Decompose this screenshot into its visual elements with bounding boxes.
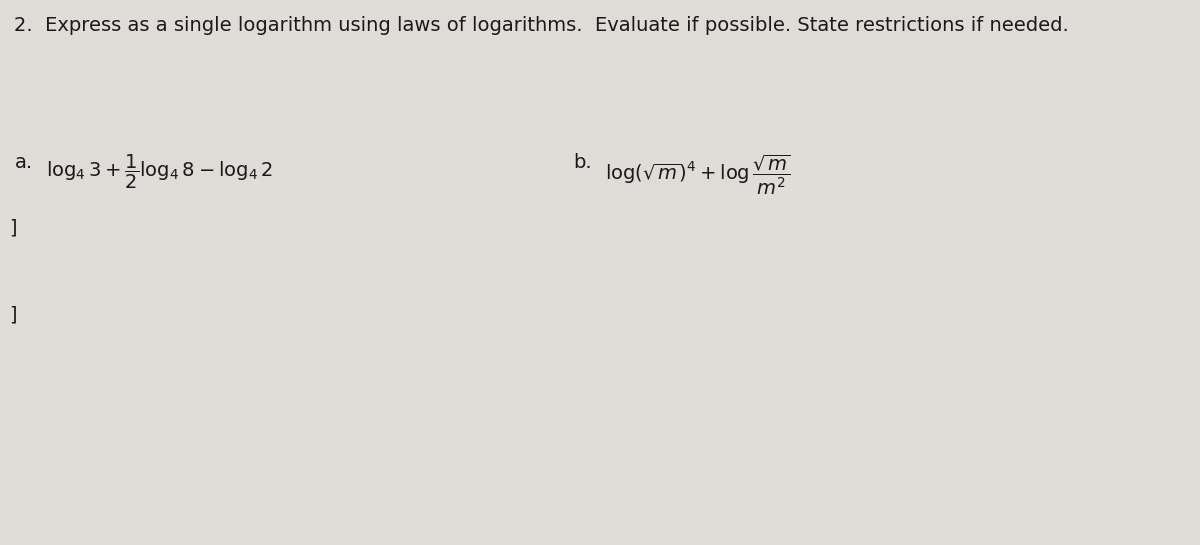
Text: ]: ] xyxy=(10,218,17,237)
Text: ]: ] xyxy=(10,305,17,324)
Text: b.: b. xyxy=(574,153,593,172)
Text: a.: a. xyxy=(14,153,32,172)
Text: $\log(\sqrt{m})^4 + \log\dfrac{\sqrt{m}}{m^2}$: $\log(\sqrt{m})^4 + \log\dfrac{\sqrt{m}}… xyxy=(605,153,791,197)
Text: 2.  Express as a single logarithm using laws of logarithms.  Evaluate if possibl: 2. Express as a single logarithm using l… xyxy=(14,16,1069,35)
Text: $\log_4 3+\dfrac{1}{2}\log_4 8-\log_4 2$: $\log_4 3+\dfrac{1}{2}\log_4 8-\log_4 2$ xyxy=(46,153,272,191)
